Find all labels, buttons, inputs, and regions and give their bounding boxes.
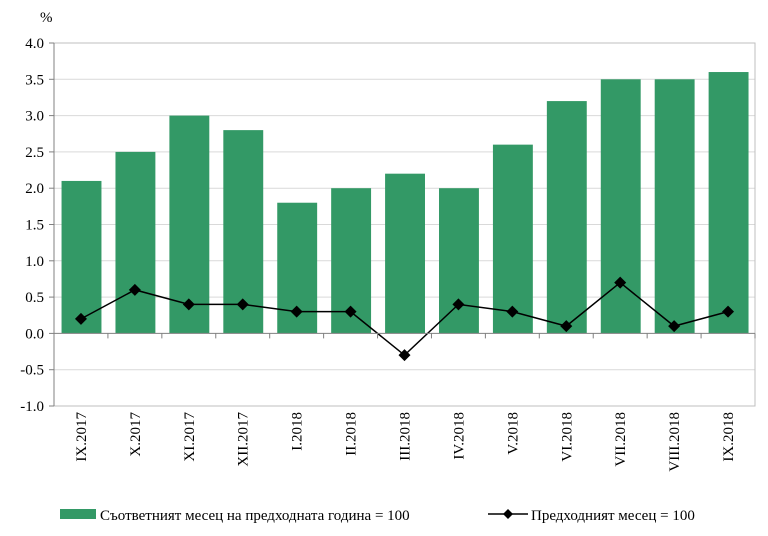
legend-swatch-bar [60, 509, 96, 519]
x-tick-label: IX.2018 [721, 412, 737, 462]
x-tick-label: XI.2017 [182, 412, 198, 462]
legend-label-bar: Съответният месец на предходната година … [100, 508, 410, 524]
x-tick-label: IX.2017 [74, 412, 90, 462]
bar-X.2017 [115, 151, 156, 334]
x-tick-label: IV.2018 [451, 412, 467, 460]
y-tick-label: 2.0 [25, 181, 44, 197]
line-point-II.2018 [344, 305, 357, 318]
line-point-IV.2018 [452, 298, 465, 311]
line-point-VII.2018 [614, 276, 627, 289]
line-point-VIII.2018 [668, 320, 681, 333]
bar-IX.2017 [61, 180, 102, 334]
x-tick-label: X.2017 [128, 412, 144, 457]
y-tick-label: -1.0 [20, 399, 44, 415]
x-tick-label: II.2018 [344, 412, 360, 456]
y-tick-label: 0.0 [25, 326, 44, 342]
bar-VIII.2018 [654, 79, 695, 334]
bar-XI.2017 [169, 115, 210, 334]
bar-VI.2018 [546, 101, 587, 334]
legend-marker-diamond [503, 509, 513, 519]
line-point-V.2018 [506, 305, 519, 318]
x-tick-label: VII.2018 [613, 412, 629, 467]
line-point-IX.2018 [722, 305, 735, 318]
x-tick-label: VI.2018 [559, 412, 575, 462]
y-tick-label: 2.5 [25, 145, 44, 161]
bar-IX.2018 [708, 72, 749, 334]
bar-IV.2018 [439, 188, 479, 334]
legend: Съответният месец на предходната година … [60, 508, 695, 524]
y-tick-label: -0.5 [20, 363, 44, 379]
legend-label-line: Предходният месец = 100 [531, 508, 695, 524]
bar-III.2018 [385, 173, 425, 334]
y-tick-label: 1.0 [25, 254, 44, 270]
bar-series [61, 72, 749, 334]
x-tick-label: I.2018 [290, 412, 306, 451]
y-tick-label: 0.5 [25, 290, 44, 306]
axes: 4.0 3.5 3.0 2.5 2.0 1.5 1.0 0.5 0.0 -0.5 -1.0 IX.20… [20, 36, 756, 472]
line-point-X.2017 [128, 283, 141, 296]
line-point-VI.2018 [560, 320, 573, 333]
line-point-XI.2017 [182, 298, 195, 311]
y-tick-label: 4.0 [25, 36, 44, 52]
x-tick-label: III.2018 [398, 412, 414, 461]
line-series [74, 276, 735, 362]
x-tick-label: V.2018 [505, 412, 521, 455]
line-point-III.2018 [398, 349, 411, 362]
x-tick-label: VIII.2018 [667, 412, 683, 472]
y-axis-label: % [40, 10, 53, 26]
x-tick-label: XII.2017 [236, 412, 252, 467]
y-tick-label: 3.5 [25, 72, 44, 88]
bar-VII.2018 [600, 79, 641, 334]
y-tick-label: 3.0 [25, 109, 44, 125]
line-point-IX.2017 [74, 312, 87, 325]
line-point-I.2018 [290, 305, 303, 318]
y-tick-label: 1.5 [25, 218, 44, 234]
bar-V.2018 [492, 144, 533, 334]
line-point-XII.2017 [236, 298, 249, 311]
